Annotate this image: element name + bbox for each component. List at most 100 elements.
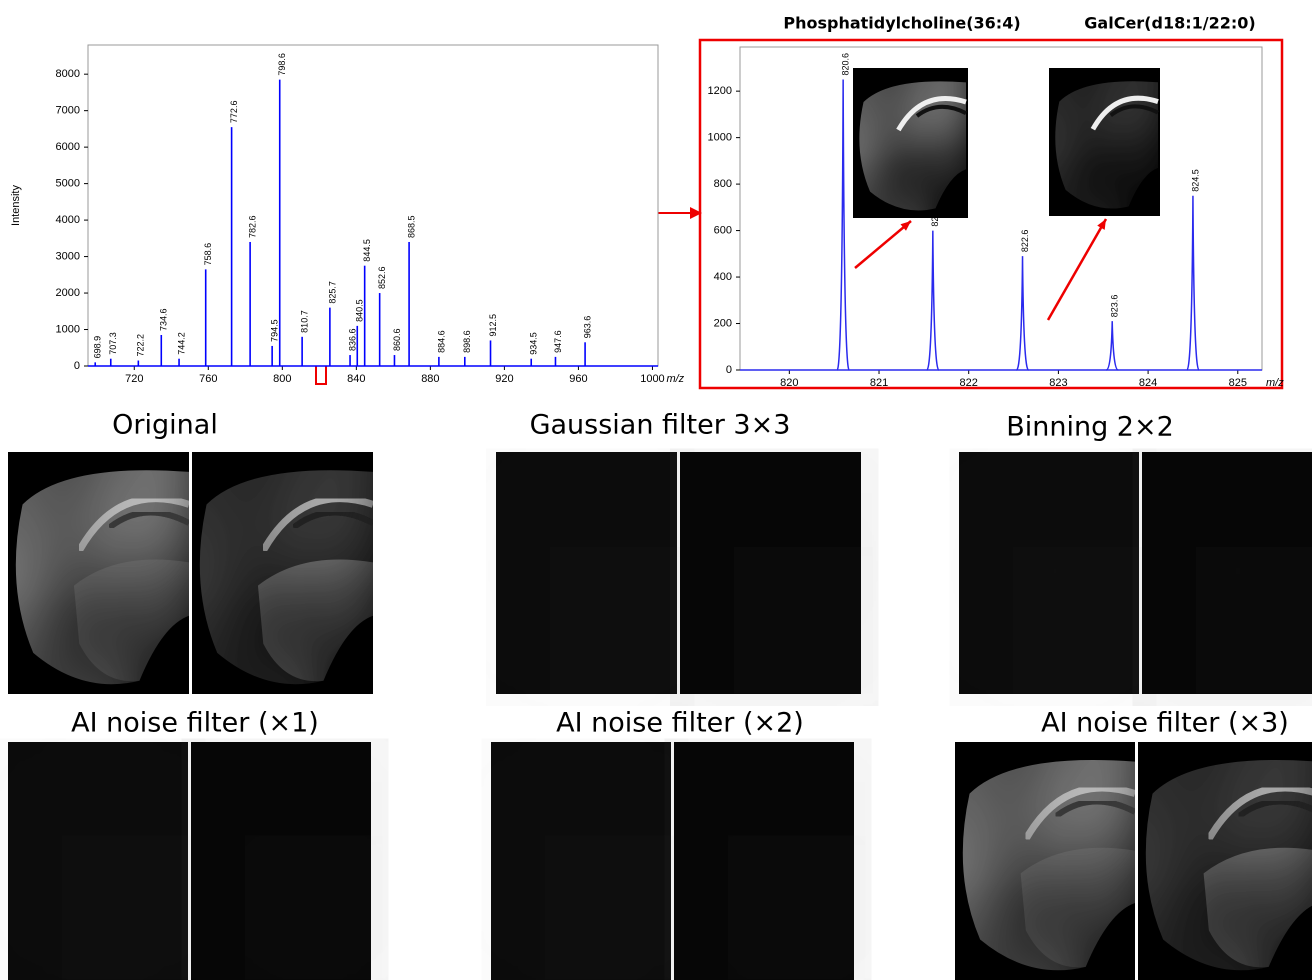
panel-title: AI noise filter (×3)	[1041, 708, 1289, 739]
x-tick-label: 920	[495, 373, 513, 385]
hippocampus-inner	[1111, 106, 1158, 115]
peak-label: 698.9	[93, 336, 103, 359]
x-tick-label: 760	[199, 373, 217, 385]
hippocampus	[1026, 788, 1135, 839]
pointer-arrow	[854, 220, 912, 269]
brain-region	[556, 847, 671, 968]
y-tick-label: 1000	[708, 132, 732, 144]
brain-image	[959, 452, 1139, 694]
chart: 0 1000 2000 3000 4000 5000 6000 7000 8000 720 760 8…	[10, 44, 685, 385]
brain-region	[256, 847, 371, 968]
plot-frame	[739, 46, 1263, 371]
peak-label: 884.6	[436, 330, 446, 353]
hippocampus	[1093, 98, 1158, 129]
peak	[1186, 195, 1200, 371]
peak-label: 822.6	[1020, 230, 1030, 253]
brain-image	[1142, 452, 1312, 694]
peak	[1015, 256, 1030, 371]
peak-label: 836.6	[347, 329, 357, 352]
brain-region	[73, 559, 189, 682]
hippocampus	[567, 499, 677, 551]
hippocampus-inner	[292, 801, 371, 816]
peak-label: 782.6	[247, 215, 257, 238]
brain-region	[561, 559, 677, 682]
peak-label: 758.6	[203, 243, 213, 266]
panel-title: Binning 2×2	[1006, 412, 1174, 443]
y-tick-label: 400	[714, 271, 732, 283]
y-axis-label: Intensity	[10, 185, 22, 226]
hippocampus-inner	[109, 801, 188, 816]
peak-label: 825.7	[327, 281, 337, 304]
x-tick-label: 840	[347, 373, 365, 385]
x-tick-label: 824	[1139, 377, 1157, 389]
peak-label: 868.5	[406, 215, 416, 238]
hippocampus-inner	[1056, 801, 1135, 816]
brain-image	[1138, 742, 1312, 980]
hippocampus	[79, 499, 189, 551]
y-tick-label: 6000	[56, 141, 80, 153]
hippocampus	[562, 788, 671, 839]
peak-label: 798.6	[277, 53, 287, 76]
hippocampus	[1209, 788, 1312, 839]
hippocampus-inner	[1060, 512, 1139, 527]
brain-tissue	[859, 81, 966, 211]
panel-title: Original	[112, 410, 218, 441]
x-tick-label: 720	[125, 373, 143, 385]
peak-label: 820.6	[841, 53, 851, 76]
y-tick-label: 4000	[56, 214, 80, 226]
peak-label: 912.5	[488, 314, 498, 337]
pointer-arrow	[1046, 218, 1108, 321]
peak-label: 947.6	[553, 330, 563, 353]
brain-region	[745, 559, 861, 682]
peak-label: 860.6	[392, 329, 402, 352]
x-tick-label: 823	[1049, 377, 1067, 389]
hippocampus-inner	[597, 512, 677, 527]
y-tick-label: 8000	[56, 68, 80, 80]
hippocampus	[1213, 499, 1312, 551]
y-tick-label: 600	[714, 224, 732, 236]
annotation: GalCer(d18:1/22:0)	[1084, 14, 1255, 33]
peak-label: 840.5	[355, 299, 365, 322]
peak-label: 823.6	[1110, 295, 1120, 318]
x-tick-label: 825	[1229, 377, 1247, 389]
brain-image	[191, 742, 371, 980]
peak	[1105, 321, 1119, 371]
brain-image	[680, 452, 861, 694]
hippocampus	[898, 99, 966, 131]
y-tick-label: 5000	[56, 178, 80, 190]
peak	[836, 79, 850, 371]
hippocampus	[263, 499, 373, 551]
peak-label: 744.2	[176, 332, 186, 355]
brain-region	[1020, 847, 1135, 968]
brain-region	[257, 559, 373, 682]
peak-label: 852.6	[377, 267, 387, 290]
hippocampus-inner	[1243, 512, 1312, 527]
brain-image	[674, 742, 854, 980]
x-tick-label: 820	[780, 377, 798, 389]
brain-image	[8, 742, 188, 980]
peak-label: 707.3	[108, 332, 118, 355]
images	[8, 452, 1312, 980]
y-tick-label: 3000	[56, 250, 80, 262]
panel-title: Gaussian filter 3×3	[530, 410, 791, 441]
arrow-head	[1097, 219, 1106, 230]
brain-region	[1203, 847, 1312, 968]
brain-region	[73, 847, 188, 968]
x-tick-label: 1000	[640, 373, 664, 385]
x-tick-label: 800	[273, 373, 291, 385]
zoom-frame	[698, 38, 1284, 390]
brain-image	[491, 742, 671, 980]
panel-title: AI noise filter (×1)	[71, 708, 319, 739]
annotation: Phosphatidylcholine(36:4)	[783, 14, 1020, 33]
arrow-head	[690, 207, 702, 219]
y-tick-label: 7000	[56, 105, 80, 117]
brain-image	[955, 742, 1135, 980]
y-tick-label: 0	[74, 360, 80, 372]
peak-label: 934.5	[529, 332, 539, 355]
brain-image	[496, 452, 677, 694]
inset-image	[1049, 68, 1160, 216]
brain-region	[1024, 559, 1139, 682]
hippocampus	[751, 499, 861, 551]
peak-label: 734.6	[159, 308, 169, 331]
peak-label: 794.5	[270, 319, 280, 342]
